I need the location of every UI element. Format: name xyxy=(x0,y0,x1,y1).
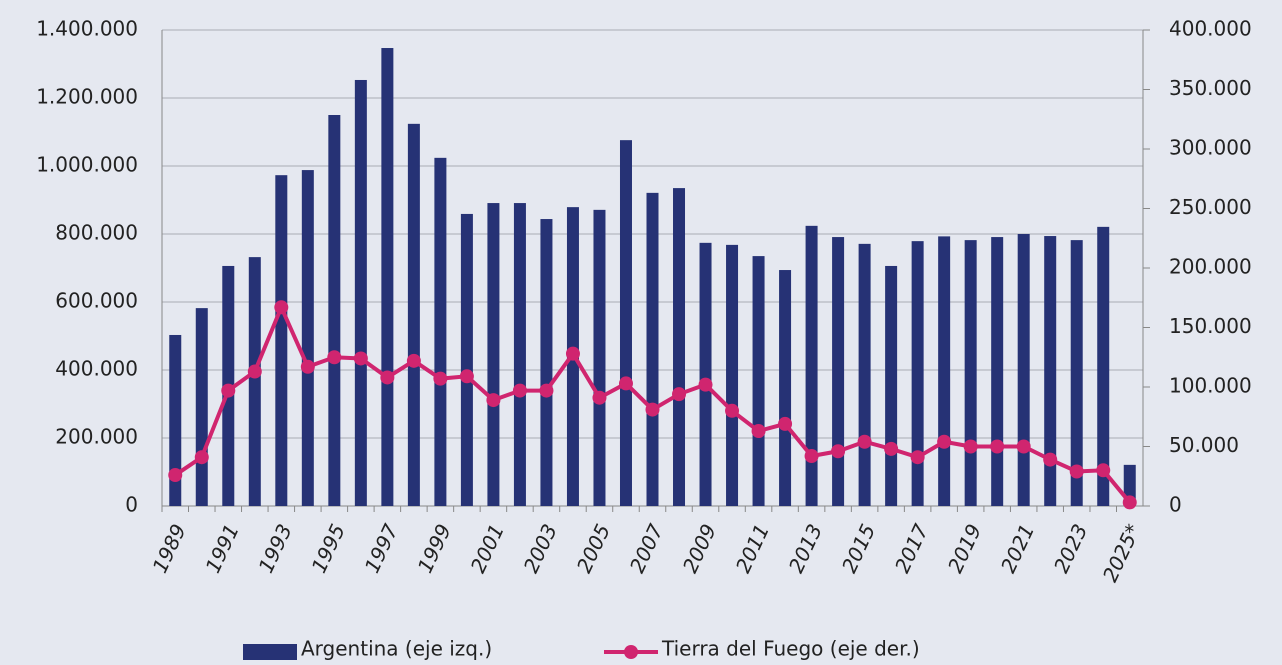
bar xyxy=(832,237,845,506)
line-marker xyxy=(725,403,740,418)
line-marker xyxy=(539,383,554,398)
y2-tick-label: 300.000 xyxy=(1169,136,1252,160)
bar xyxy=(619,140,632,506)
bar xyxy=(593,209,606,507)
y2-tick-label: 150.000 xyxy=(1169,314,1252,338)
line-marker xyxy=(884,441,899,456)
legend-swatch-marker xyxy=(624,645,638,659)
line-marker xyxy=(247,364,262,379)
line-marker xyxy=(380,370,395,385)
y-tick-label: 200.000 xyxy=(55,425,138,449)
line-marker xyxy=(353,351,368,366)
bar xyxy=(513,203,526,506)
line-marker xyxy=(1016,439,1031,454)
line-marker xyxy=(804,449,819,464)
line-marker xyxy=(1043,452,1058,467)
bar xyxy=(460,213,473,506)
bar xyxy=(646,192,659,507)
line-marker xyxy=(406,353,421,368)
bar xyxy=(673,188,686,506)
bar xyxy=(248,257,261,506)
bar xyxy=(699,242,712,506)
line-marker xyxy=(910,450,925,465)
line-marker xyxy=(831,444,846,459)
line-marker xyxy=(937,434,952,449)
line-marker xyxy=(592,390,607,405)
line-marker xyxy=(300,359,315,374)
line-marker xyxy=(433,371,448,386)
line-marker xyxy=(168,468,183,483)
bar xyxy=(964,240,977,506)
bar xyxy=(434,157,447,506)
line-marker xyxy=(486,393,501,408)
y2-tick-label: 50.000 xyxy=(1169,433,1239,457)
bar xyxy=(1070,240,1083,506)
line-marker xyxy=(565,346,580,361)
y2-tick-label: 200.000 xyxy=(1169,255,1252,279)
bar xyxy=(1044,236,1057,507)
line-marker xyxy=(512,383,527,398)
line-marker xyxy=(459,369,474,384)
bar xyxy=(275,175,288,506)
bar xyxy=(911,241,924,506)
line-marker xyxy=(221,383,236,398)
bar xyxy=(885,265,898,506)
line-marker xyxy=(963,439,978,454)
y2-tick-label: 100.000 xyxy=(1169,374,1252,398)
bar xyxy=(301,170,314,506)
line-marker xyxy=(857,434,872,449)
bar xyxy=(1097,226,1110,507)
y-tick-label: 1.400.000 xyxy=(36,17,138,41)
line-marker xyxy=(1122,495,1137,510)
y-tick-label: 600.000 xyxy=(55,289,138,313)
line-marker xyxy=(618,376,633,391)
y-tick-label: 400.000 xyxy=(55,357,138,381)
bar xyxy=(1017,234,1030,506)
y2-tick-label: 0 xyxy=(1169,493,1182,517)
line-marker xyxy=(274,300,289,315)
bar xyxy=(195,308,208,506)
bar xyxy=(169,334,182,506)
line-marker xyxy=(645,402,660,417)
line-marker xyxy=(1096,463,1111,478)
line-marker xyxy=(751,424,766,439)
bar xyxy=(407,123,420,506)
bar xyxy=(726,244,739,506)
y2-tick-label: 350.000 xyxy=(1169,76,1252,100)
legend-label: Argentina (eje izq.) xyxy=(301,637,492,661)
y-tick-label: 1.200.000 xyxy=(36,85,138,109)
line-marker xyxy=(327,350,342,365)
line-marker xyxy=(194,450,209,465)
y2-tick-label: 400.000 xyxy=(1169,17,1252,41)
legend-label: Tierra del Fuego (eje der.) xyxy=(661,637,920,661)
line-marker xyxy=(698,377,713,392)
bar xyxy=(540,219,553,507)
bar xyxy=(779,270,792,506)
y-tick-label: 0 xyxy=(125,493,138,517)
y-tick-label: 800.000 xyxy=(55,221,138,245)
bar xyxy=(752,256,765,506)
bar xyxy=(805,225,818,506)
line-marker xyxy=(990,439,1005,454)
bar xyxy=(938,236,951,506)
bar xyxy=(487,203,500,506)
bar xyxy=(328,115,341,506)
line-marker xyxy=(1069,464,1084,479)
bar xyxy=(858,243,871,507)
legend-swatch xyxy=(243,644,297,660)
y2-tick-label: 250.000 xyxy=(1169,195,1252,219)
bar xyxy=(381,48,394,507)
bar xyxy=(991,237,1004,506)
line-marker xyxy=(672,387,687,402)
y-tick-label: 1.000.000 xyxy=(36,153,138,177)
line-marker xyxy=(778,416,793,431)
bar xyxy=(354,79,367,506)
